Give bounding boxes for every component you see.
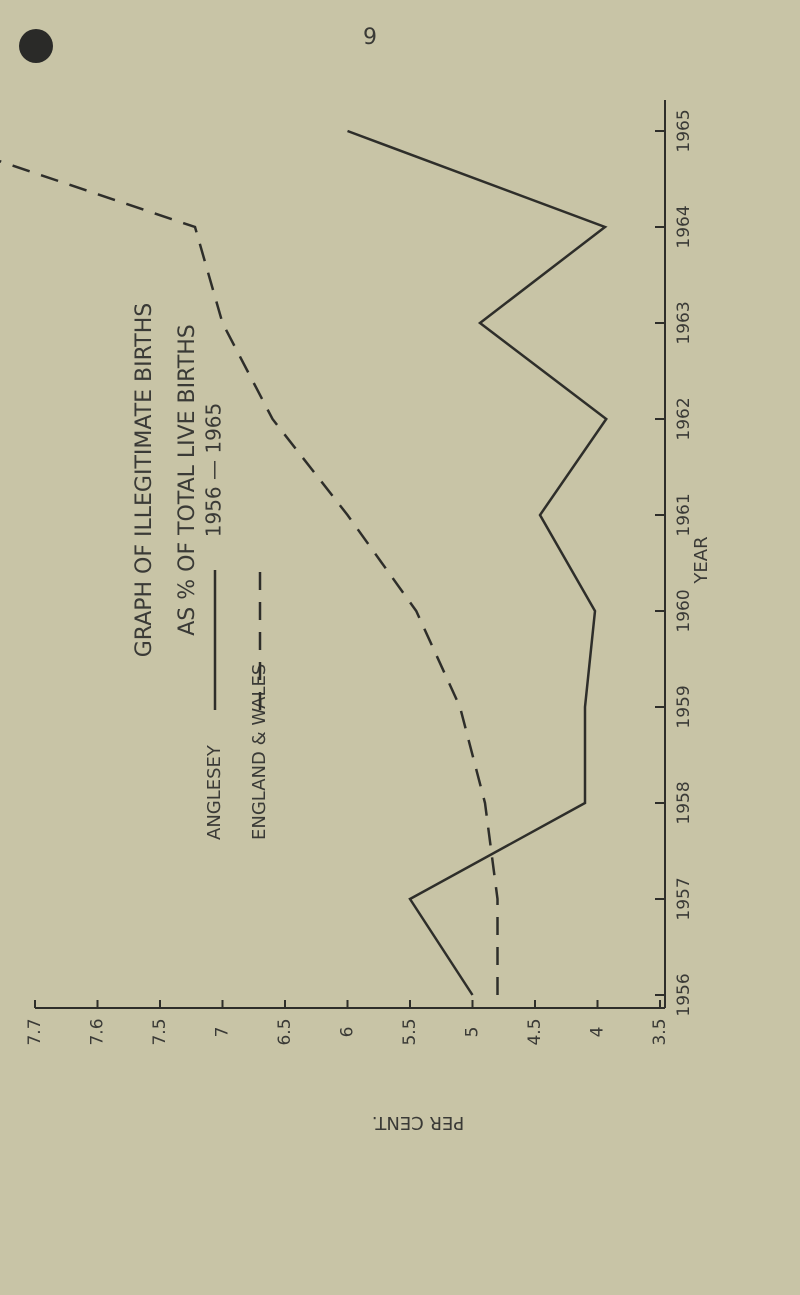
y-tick-label: 4	[588, 1027, 608, 1038]
legend-label: ANGLESEY	[204, 744, 225, 840]
y-tick-label: 6	[338, 1027, 358, 1038]
period: 1956 — 1965	[202, 403, 226, 538]
chart-subtitle: AS % OF TOTAL LIVE BIRTHS	[175, 324, 200, 636]
y-tick-label: 7	[213, 1027, 233, 1038]
x-tick-label: 1964	[674, 205, 694, 248]
legend-label: ENGLAND & WALES	[249, 664, 270, 840]
x-tick-label: 1960	[674, 589, 694, 632]
x-tick-label: 1962	[674, 397, 694, 440]
y-tick-label: 4.5	[525, 1018, 545, 1045]
y-tick-label: 6.5	[275, 1018, 295, 1045]
y-tick-label: 7.5	[150, 1018, 170, 1045]
series-line	[0, 159, 499, 995]
x-tick-label: 1957	[674, 877, 694, 920]
x-tick-label: 1965	[674, 109, 694, 152]
y-tick-label: 5.5	[400, 1018, 420, 1045]
y-tick-label: 5	[463, 1027, 483, 1038]
x-tick-label: 1959	[674, 685, 694, 728]
punch-hole	[19, 29, 53, 63]
chart-title: GRAPH OF ILLEGITIMATE BIRTHS	[132, 303, 157, 658]
y-tick-label: 7.7	[25, 1018, 45, 1045]
x-tick-label: 1956	[674, 973, 694, 1016]
page-number: 9	[363, 25, 377, 50]
x-axis-label: YEAR	[691, 536, 712, 584]
series-line	[347, 129, 608, 996]
y-axis-label: PER CENT.	[372, 1112, 464, 1133]
y-tick-label: 7.6	[88, 1018, 108, 1045]
x-tick-label: 1961	[674, 493, 694, 536]
y-tick-label: 3.5	[650, 1018, 670, 1045]
x-tick-label: 1958	[674, 781, 694, 824]
x-tick-label: 1963	[674, 301, 694, 344]
